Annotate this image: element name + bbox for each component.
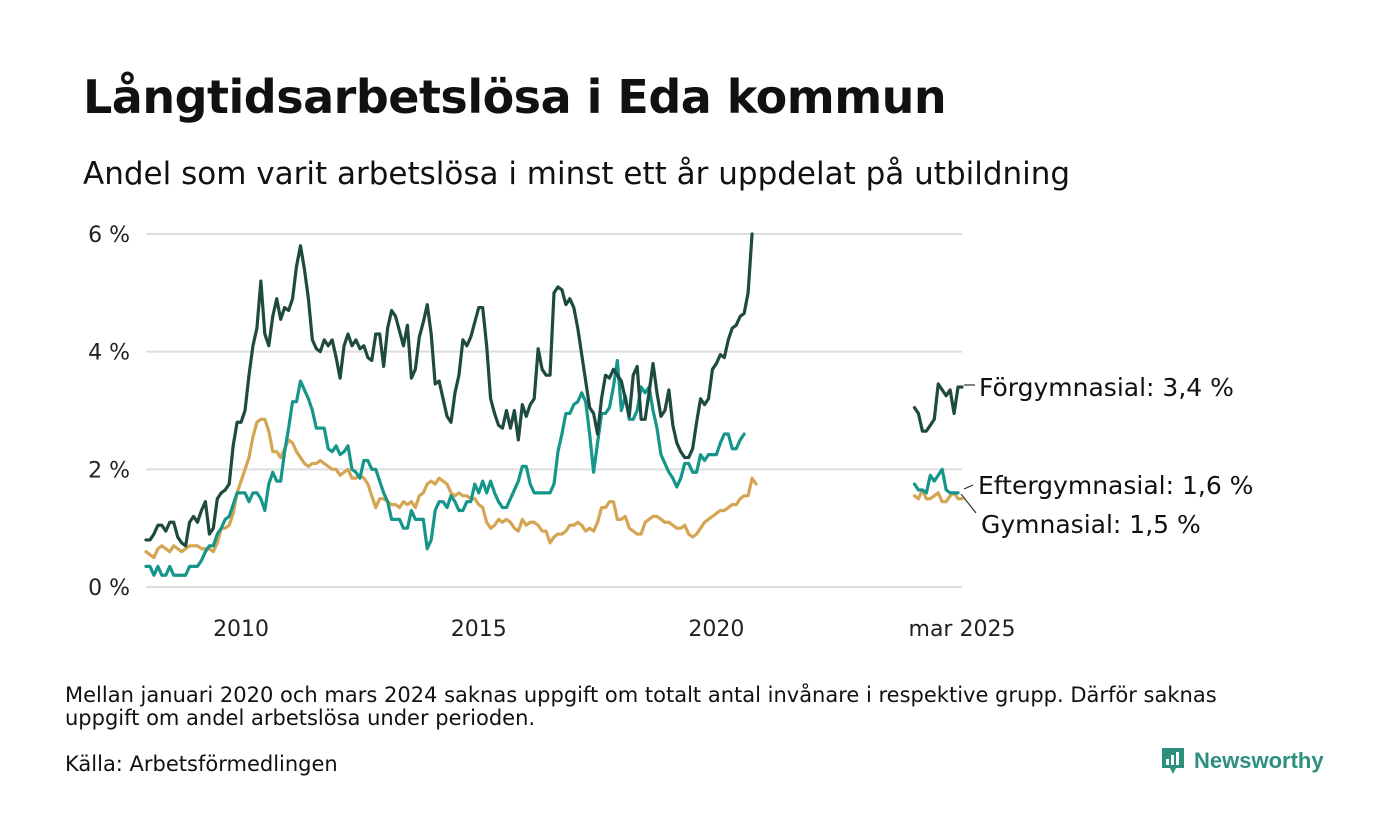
y-axis: 0 % 2 % 4 % 6 % (88, 223, 130, 601)
series-line-forgymnasial (144, 232, 754, 548)
brand-name: Newsworthy (1194, 748, 1324, 773)
series-end-label-eftergymnasial: Eftergymnasial: 1,6 % (978, 471, 1253, 500)
line-chart: 0 % 2 % 4 % 6 % 2010 2015 2020 mar 2025 Förgym… (88, 223, 1253, 642)
x-axis: 2010 2015 2020 mar 2025 (213, 617, 1015, 642)
series-line-forgymnasial (912, 382, 964, 433)
label-leader-line (960, 493, 977, 514)
series-line-eftergymnasial (912, 467, 960, 495)
y-tick-label: 6 % (88, 223, 130, 248)
series-line-gymnasial (144, 417, 758, 560)
chart-subtitle: Andel som varit arbetslösa i minst ett å… (83, 156, 1071, 192)
x-tick-label: mar 2025 (909, 617, 1016, 642)
y-tick-label: 4 % (88, 341, 130, 366)
x-tick-label: 2010 (213, 617, 269, 642)
brand-logo: Newsworthy (1160, 746, 1324, 776)
x-tick-label: 2020 (688, 617, 744, 642)
series-lines (144, 232, 964, 577)
series-line-eftergymnasial (144, 358, 746, 577)
series-end-label-forgymnasial: Förgymnasial: 3,4 % (979, 373, 1234, 402)
chart-title: Långtidsarbetslösa i Eda kommun (83, 70, 947, 124)
end-labels: Förgymnasial: 3,4 % Eftergymnasial: 1,6 %… (960, 373, 1253, 539)
newsworthy-logo-icon (1162, 748, 1184, 774)
y-tick-label: 2 % (88, 458, 130, 483)
x-tick-label: 2015 (451, 617, 507, 642)
gridlines (146, 233, 962, 588)
y-tick-label: 0 % (88, 576, 130, 601)
source-credit: Källa: Arbetsförmedlingen (65, 752, 338, 776)
series-end-label-gymnasial: Gymnasial: 1,5 % (981, 510, 1201, 539)
footnote: Mellan januari 2020 och mars 2024 saknas… (65, 683, 1217, 730)
label-leader-line (963, 484, 974, 490)
